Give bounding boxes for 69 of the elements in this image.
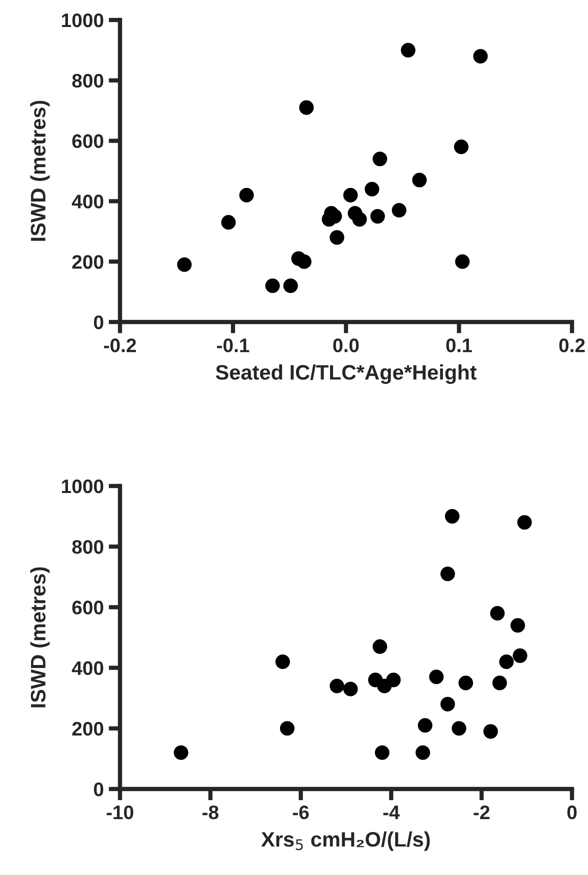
y-tick-label: 600 [72, 600, 104, 614]
x-tick-label: -6 [292, 805, 309, 820]
x-tick-label: -4 [383, 806, 400, 820]
point [275, 654, 290, 670]
y-tick-label: 0 [94, 315, 104, 330]
x-tick-label: 0.0 [333, 338, 359, 352]
point [283, 278, 298, 294]
point [455, 254, 470, 269]
x-tick-label: -8 [202, 805, 218, 820]
point [452, 721, 466, 736]
point [372, 639, 388, 654]
point [177, 257, 192, 272]
y-tick-label: 600 [72, 134, 104, 148]
point [364, 182, 380, 196]
point [386, 672, 401, 688]
point [517, 515, 532, 530]
point [490, 606, 505, 621]
y-tick-label: 800 [72, 74, 104, 88]
point [372, 152, 388, 166]
point [330, 678, 344, 694]
point [499, 654, 514, 670]
x-tick-label: 0.2 [559, 338, 585, 352]
y-tick-label: 800 [72, 540, 104, 554]
point [343, 188, 358, 202]
point [492, 676, 507, 690]
y-axis-title: ISWD (metres) [30, 100, 50, 241]
point [239, 188, 254, 202]
point [370, 209, 385, 224]
point [454, 140, 469, 154]
x-axis-title: Seated IC/TLC*Age*Height [216, 364, 477, 384]
point [429, 670, 444, 684]
point [221, 215, 236, 230]
point [330, 230, 344, 245]
point [400, 42, 416, 58]
y-tick-label: 400 [72, 661, 104, 676]
point [296, 254, 312, 269]
point [265, 278, 280, 294]
point [352, 212, 367, 227]
y-tick-label: 400 [72, 194, 104, 208]
x-tick-label: -2 [474, 805, 490, 820]
point [174, 745, 188, 760]
point [440, 696, 455, 712]
point [444, 509, 460, 524]
y-tick-label: 1000 [62, 13, 104, 28]
point [512, 648, 528, 663]
point [343, 682, 358, 696]
x-tick-label: 0 [567, 805, 577, 820]
point [374, 745, 390, 760]
point [510, 618, 526, 633]
y-tick-label: 200 [72, 255, 104, 269]
y-axis-title: ISWD (metres) [30, 567, 50, 708]
y-tick-label: 200 [72, 722, 104, 736]
point [473, 48, 488, 64]
point [458, 676, 474, 690]
point [280, 721, 295, 736]
x-tick-label: -0.1 [217, 338, 250, 352]
point [392, 202, 406, 218]
point [416, 745, 430, 760]
point [418, 718, 432, 733]
point [299, 100, 314, 115]
x-axis-title: Xrs$_{5}$ cmH₂O/(L/s) [261, 831, 430, 851]
point [440, 566, 455, 582]
point [483, 724, 498, 739]
x-tick-label: -0.2 [104, 338, 136, 352]
y-tick-label: 1000 [62, 479, 104, 494]
point [412, 172, 427, 188]
x-tick-label: 0.1 [446, 338, 472, 352]
y-tick-label: 0 [94, 782, 104, 796]
x-tick-label: -10 [106, 805, 134, 820]
